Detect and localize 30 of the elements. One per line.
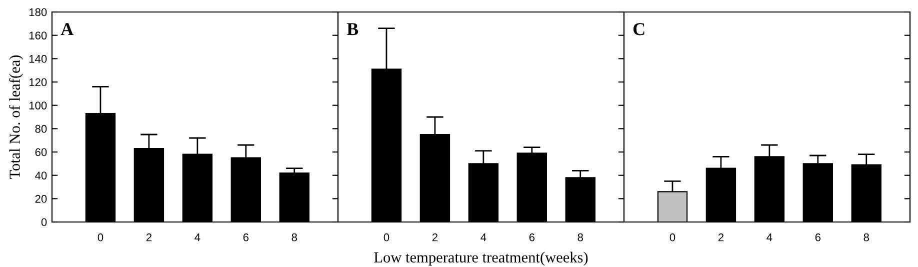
x-tick-label: 4 <box>480 234 486 242</box>
y-tick-label: 60 <box>35 148 47 156</box>
y-tick-label: 0 <box>41 218 47 226</box>
x-tick-label: 6 <box>529 233 534 242</box>
chart-title: C <box>633 23 644 36</box>
x-tick-label: 8 <box>864 233 869 242</box>
x-tick-label: 0 <box>670 233 676 242</box>
x-tick-label: 8 <box>292 233 297 242</box>
y-tick-label: 80 <box>35 124 47 133</box>
y-tick-label: 140 <box>29 54 47 63</box>
x-tick-label: 8 <box>578 233 583 242</box>
x-tick-label: 0 <box>98 233 104 242</box>
y-tick-label: 20 <box>35 194 47 203</box>
x-tick-label: 2 <box>432 233 438 242</box>
y-tick-label: 160 <box>29 32 47 40</box>
x-tick-label: 2 <box>718 233 724 242</box>
x-axis-title: Low temperature treatment(weeks) <box>374 252 588 266</box>
chart-title: A <box>60 23 74 36</box>
x-tick-label: 6 <box>243 233 248 242</box>
y-axis-title: Total No. of leaf(ea) <box>9 55 24 179</box>
y-tick-label: 120 <box>29 78 47 86</box>
x-tick-label: 2 <box>146 233 152 242</box>
x-tick-label: 4 <box>766 234 772 242</box>
x-tick-label: 4 <box>194 234 200 242</box>
y-tick-label: 40 <box>35 172 47 180</box>
x-tick-label: 6 <box>815 233 820 242</box>
y-tick-label: 100 <box>29 102 47 110</box>
chart-title: B <box>346 23 358 36</box>
y-tick-label: 180 <box>29 8 47 16</box>
x-tick-label: 0 <box>384 233 390 242</box>
